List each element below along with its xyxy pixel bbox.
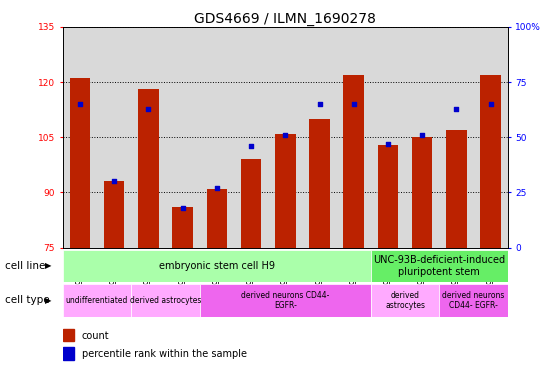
Bar — [275, 134, 295, 248]
Bar — [70, 78, 90, 248]
Point — [418, 132, 426, 138]
Point — [486, 101, 495, 107]
Bar — [200, 284, 371, 317]
Text: ▶: ▶ — [45, 296, 52, 305]
Bar — [378, 145, 398, 248]
Bar — [371, 284, 440, 317]
Bar — [412, 137, 432, 248]
Point — [281, 132, 289, 138]
Bar — [480, 75, 501, 248]
Point — [452, 106, 461, 112]
Text: ▶: ▶ — [45, 262, 52, 270]
Point — [315, 101, 324, 107]
Text: percentile rank within the sample: percentile rank within the sample — [82, 349, 247, 359]
Point — [110, 178, 118, 185]
Bar — [446, 130, 467, 248]
Point — [75, 101, 84, 107]
Bar — [104, 182, 124, 248]
Text: embryonic stem cell H9: embryonic stem cell H9 — [159, 261, 275, 271]
Point — [178, 205, 187, 211]
Bar — [173, 207, 193, 248]
Bar — [241, 159, 262, 248]
Text: undifferentiated: undifferentiated — [66, 296, 128, 305]
Point — [349, 101, 358, 107]
Title: GDS4669 / ILMN_1690278: GDS4669 / ILMN_1690278 — [194, 12, 376, 26]
Text: cell type: cell type — [5, 295, 50, 306]
Text: derived
astrocytes: derived astrocytes — [385, 291, 425, 310]
Bar — [63, 284, 131, 317]
Text: derived neurons CD44-
EGFR-: derived neurons CD44- EGFR- — [241, 291, 329, 310]
Text: derived astrocytes: derived astrocytes — [130, 296, 201, 305]
Bar — [371, 250, 508, 282]
Point — [247, 143, 256, 149]
Point — [144, 106, 153, 112]
Text: cell line: cell line — [5, 261, 46, 271]
Bar — [440, 284, 508, 317]
Bar — [138, 89, 159, 248]
Bar — [63, 250, 371, 282]
Bar — [206, 189, 227, 248]
Bar — [63, 347, 74, 360]
Bar — [63, 329, 74, 341]
Bar — [131, 284, 200, 317]
Bar — [309, 119, 330, 248]
Bar — [343, 75, 364, 248]
Point — [212, 185, 221, 191]
Text: count: count — [82, 331, 110, 341]
Text: UNC-93B-deficient-induced
pluripotent stem: UNC-93B-deficient-induced pluripotent st… — [373, 255, 506, 277]
Text: derived neurons
CD44- EGFR-: derived neurons CD44- EGFR- — [442, 291, 505, 310]
Point — [384, 141, 393, 147]
